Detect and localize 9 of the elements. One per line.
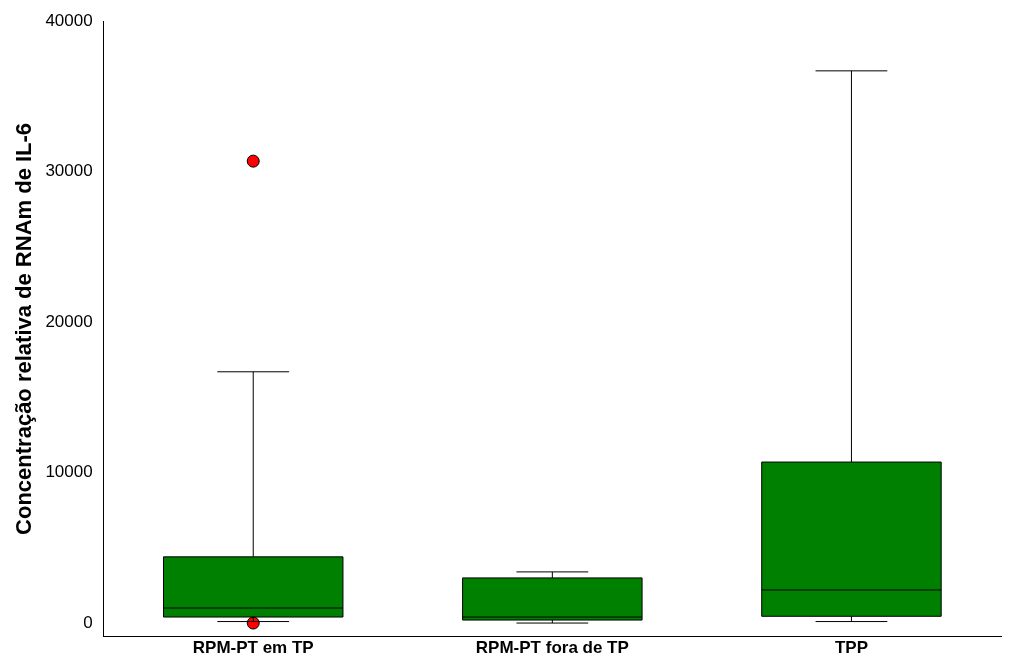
y-tick-label: 40000 — [45, 10, 93, 30]
x-tick-label: RPM-PT em TP — [192, 638, 314, 658]
x-tick-label: TPP — [834, 638, 868, 658]
y-tick-label: 10000 — [45, 462, 93, 482]
y-tick-label: 20000 — [45, 311, 93, 331]
y-tick-label: 0 — [83, 612, 93, 632]
x-tick-label: RPM-PT fora de TP — [475, 638, 629, 658]
y-tick-label: 30000 — [45, 161, 93, 181]
y-axis-title: Concentração relativa de RNAm de IL-6 — [11, 122, 37, 535]
